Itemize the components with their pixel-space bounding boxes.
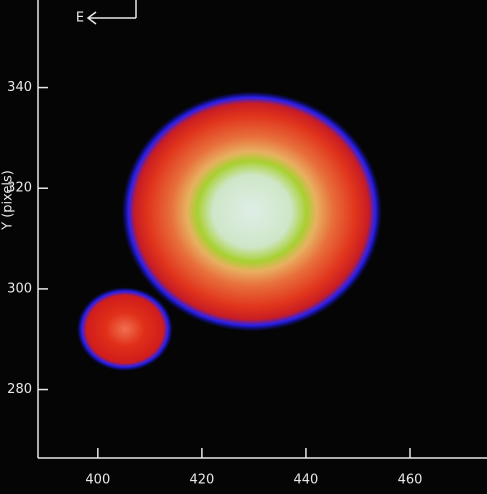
x-tick-label: 440 — [294, 473, 319, 488]
y-tick-label: 280 — [7, 382, 32, 397]
compass-arrowhead — [86, 11, 97, 25]
source — [121, 91, 382, 332]
y-tick-label: 340 — [7, 80, 32, 95]
compass-label: E — [76, 11, 84, 26]
x-tick-label: 400 — [85, 473, 110, 488]
x-tick-label: 420 — [189, 473, 214, 488]
source — [76, 287, 173, 372]
y-tick-label: 300 — [7, 281, 32, 296]
x-tick-label: 460 — [398, 473, 423, 488]
y-axis-label: Y (pixels) — [1, 170, 16, 231]
y-tick-label: 320 — [7, 181, 32, 196]
